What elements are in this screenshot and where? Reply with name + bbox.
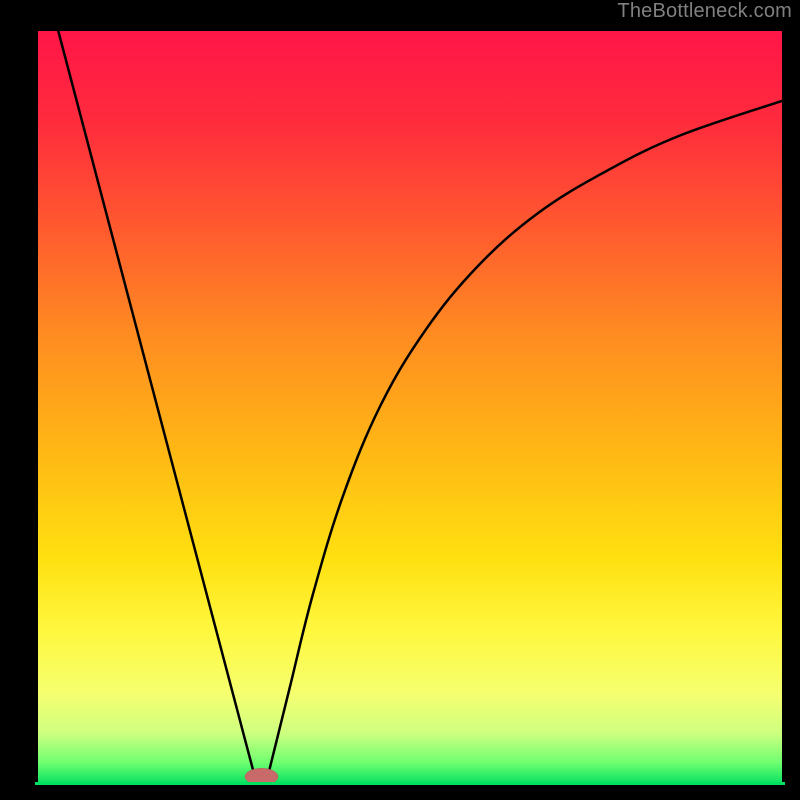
chart-background xyxy=(35,28,785,785)
chart-svg xyxy=(35,28,785,785)
plot-area xyxy=(35,28,785,785)
watermark-text: TheBottleneck.com xyxy=(617,0,792,23)
figure-container: TheBottleneck.com xyxy=(0,0,800,800)
